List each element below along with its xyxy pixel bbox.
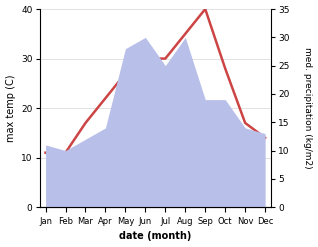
- X-axis label: date (month): date (month): [119, 231, 191, 242]
- Y-axis label: med. precipitation (kg/m2): med. precipitation (kg/m2): [303, 47, 313, 169]
- Y-axis label: max temp (C): max temp (C): [5, 74, 16, 142]
